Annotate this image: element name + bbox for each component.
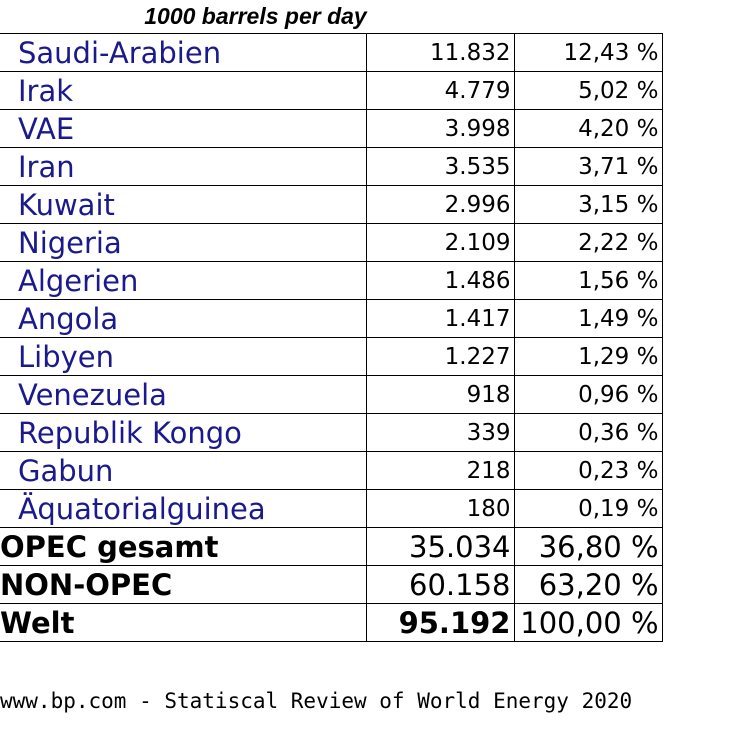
label-cell: Angola: [0, 299, 367, 338]
table-row: Republik Kongo 339 0,36 %: [0, 413, 663, 452]
table-row: Libyen 1.227 1,29 %: [0, 337, 663, 376]
total-row: Welt 95.192 100,00 %: [0, 603, 663, 642]
value-cell: 35.034: [365, 527, 515, 566]
value-cell: 339: [365, 413, 515, 452]
share-cell: 0,19 %: [513, 489, 663, 528]
value-cell: 1.486: [365, 261, 515, 300]
share-cell: 0,96 %: [513, 375, 663, 414]
source-note: www.bp.com - Statiscal Review of World E…: [0, 689, 633, 713]
total-row: OPEC gesamt 35.034 36,80 %: [0, 527, 663, 566]
label-cell: Äquatorialguinea: [0, 489, 367, 528]
value-cell: 11.832: [365, 33, 515, 72]
table-row: Äquatorialguinea 180 0,19 %: [0, 489, 663, 528]
value-cell: 95.192: [365, 603, 515, 642]
value-cell: 180: [365, 489, 515, 528]
share-cell: 1,49 %: [513, 299, 663, 338]
table-row: Venezuela 918 0,96 %: [0, 375, 663, 414]
table-row: Gabun 218 0,23 %: [0, 451, 663, 490]
label-cell: Nigeria: [0, 223, 367, 262]
value-cell: 1.227: [365, 337, 515, 376]
label-cell: VAE: [0, 109, 367, 148]
share-cell: 2,22 %: [513, 223, 663, 262]
share-cell: 36,80 %: [513, 527, 663, 566]
value-cell: 918: [365, 375, 515, 414]
share-cell: 0,23 %: [513, 451, 663, 490]
share-cell: 100,00 %: [513, 603, 663, 642]
share-cell: 1,56 %: [513, 261, 663, 300]
opec-production-table: Saudi-Arabien 11.832 12,43 % Irak 4.779 5,02 …: [0, 33, 663, 642]
table-row: Saudi-Arabien 11.832 12,43 %: [0, 33, 663, 72]
value-cell: 3.998: [365, 109, 515, 148]
label-cell: Irak: [0, 71, 367, 110]
table-row: Kuwait 2.996 3,15 %: [0, 185, 663, 224]
label-cell: Welt: [0, 603, 367, 642]
label-cell: Gabun: [0, 451, 367, 490]
share-cell: 1,29 %: [513, 337, 663, 376]
value-cell: 2.109: [365, 223, 515, 262]
label-cell: Kuwait: [0, 185, 367, 224]
label-cell: OPEC gesamt: [0, 527, 367, 566]
value-cell: 218: [365, 451, 515, 490]
table-row: Iran 3.535 3,71 %: [0, 147, 663, 186]
table-row: VAE 3.998 4,20 %: [0, 109, 663, 148]
value-cell: 4.779: [365, 71, 515, 110]
share-cell: 12,43 %: [513, 33, 663, 72]
label-cell: Republik Kongo: [0, 413, 367, 452]
label-cell: Iran: [0, 147, 367, 186]
share-cell: 3,15 %: [513, 185, 663, 224]
value-cell: 1.417: [365, 299, 515, 338]
share-cell: 5,02 %: [513, 71, 663, 110]
value-cell: 60.158: [365, 565, 515, 604]
label-cell: Venezuela: [0, 375, 367, 414]
label-cell: Saudi-Arabien: [0, 33, 367, 72]
table-header-unit: 1000 barrels per day: [144, 3, 367, 29]
label-cell: Algerien: [0, 261, 367, 300]
label-cell: NON-OPEC: [0, 565, 367, 604]
label-cell: Libyen: [0, 337, 367, 376]
table-row: Irak 4.779 5,02 %: [0, 71, 663, 110]
table-row: Algerien 1.486 1,56 %: [0, 261, 663, 300]
value-cell: 2.996: [365, 185, 515, 224]
value-cell: 3.535: [365, 147, 515, 186]
share-cell: 0,36 %: [513, 413, 663, 452]
share-cell: 3,71 %: [513, 147, 663, 186]
share-cell: 4,20 %: [513, 109, 663, 148]
table-row: Angola 1.417 1,49 %: [0, 299, 663, 338]
table-row: Nigeria 2.109 2,22 %: [0, 223, 663, 262]
total-row: NON-OPEC 60.158 63,20 %: [0, 565, 663, 604]
share-cell: 63,20 %: [513, 565, 663, 604]
